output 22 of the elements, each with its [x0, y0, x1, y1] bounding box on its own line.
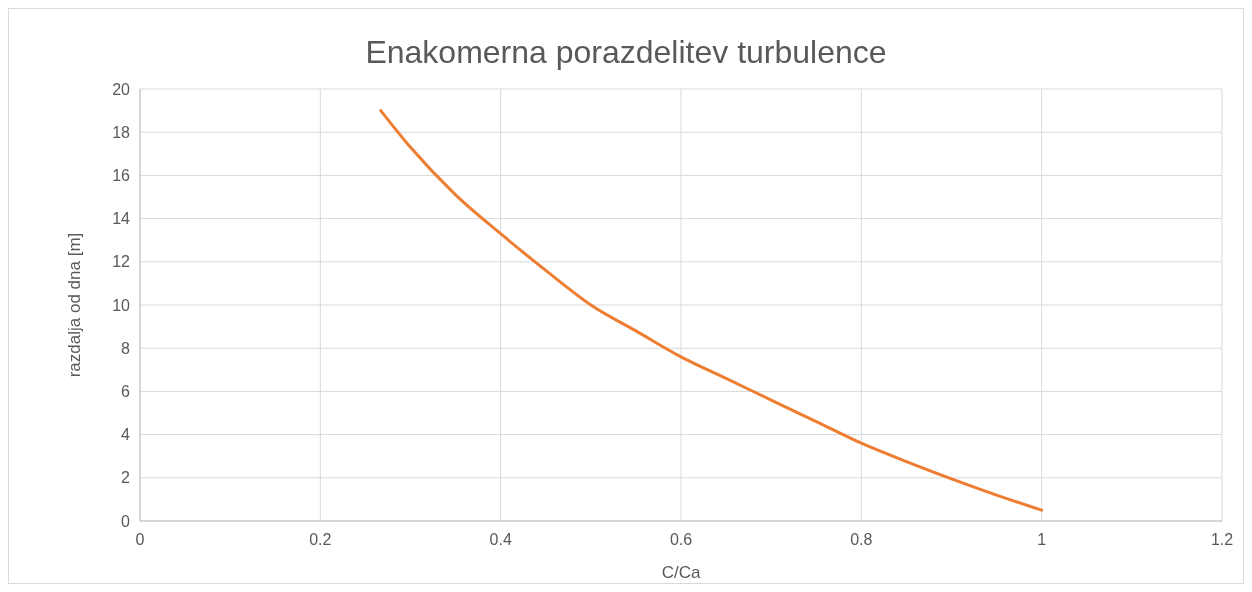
y-tick-label: 8 — [121, 339, 131, 357]
y-axis-title: razdalja od dna [m] — [65, 232, 84, 378]
y-tick-label: 6 — [121, 383, 131, 400]
x-tick-label: 0.6 — [669, 531, 693, 548]
y-tick-label: 18 — [112, 123, 131, 141]
y-tick-label: 20 — [112, 80, 131, 98]
y-tick-label: 0 — [121, 512, 131, 530]
x-tick-label: 0 — [135, 531, 145, 548]
x-tick-label: 0.8 — [850, 531, 873, 548]
x-tick-label: 0.2 — [309, 531, 332, 548]
x-tick-label: 0.4 — [489, 531, 512, 548]
y-tick-label: 2 — [121, 469, 131, 487]
y-tick-label: 16 — [112, 167, 131, 184]
y-tick-label: 12 — [112, 253, 131, 271]
line-series — [379, 109, 1044, 512]
x-tick-label: 1.2 — [1210, 531, 1234, 548]
y-tick-label: 14 — [112, 210, 131, 228]
x-axis-title: C/Ca — [661, 563, 701, 582]
y-tick-label: 10 — [112, 296, 131, 314]
chart-title: Enakomerna porazdelitev turbulence — [365, 34, 887, 70]
y-tick-label: 4 — [121, 426, 131, 444]
x-tick-label: 1 — [1037, 531, 1047, 548]
